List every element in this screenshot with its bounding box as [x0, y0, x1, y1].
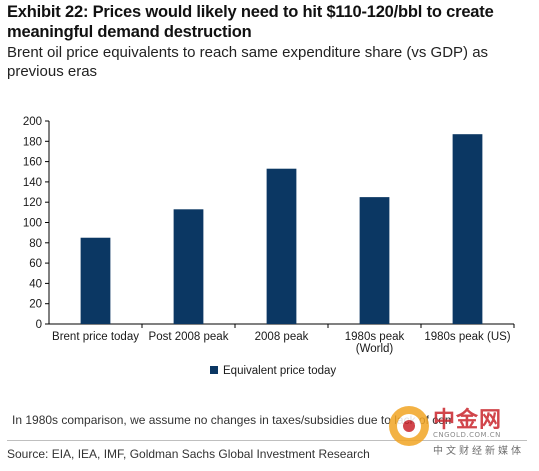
bar: [266, 168, 297, 324]
source-text: Source: EIA, IEA, IMF, Goldman Sachs Glo…: [7, 447, 370, 461]
bar: [359, 197, 390, 324]
y-tick-label: 0: [36, 319, 42, 331]
legend-swatch: [210, 366, 218, 374]
bar-chart: 0 20 40 60 80 100 120 140 160 180 200 Brent price t…: [23, 116, 515, 377]
y-tick-label: 200: [23, 116, 42, 128]
y-tick-label: 100: [23, 218, 42, 230]
y-tick-label: 160: [23, 157, 42, 169]
x-tick-label: Post 2008 peak: [149, 331, 229, 343]
bar: [80, 237, 111, 324]
x-tick-label: Brent price today: [52, 331, 139, 343]
y-tick-label: 20: [29, 299, 42, 311]
bar: [452, 134, 483, 324]
watermark-logo-icon: [389, 406, 429, 446]
y-tick-label: 40: [29, 278, 42, 290]
chart-subtitle: Brent oil price equivalents to reach sam…: [7, 44, 489, 80]
bar: [173, 209, 204, 324]
x-tick-label: 1980s peak (World): [345, 331, 405, 355]
y-tick-label: 60: [29, 258, 42, 270]
x-tick-label: 1980s peak (US): [424, 331, 510, 343]
watermark: 中金网 CNGOLD.COM.CN 中文财经新媒体: [385, 400, 535, 460]
source-divider: [7, 440, 527, 441]
x-tick-label: 2008 peak: [255, 331, 309, 343]
legend-label: Equivalent price today: [223, 365, 336, 377]
footnote: In 1980s comparison, we assume no change…: [12, 413, 452, 427]
chart-title: Exhibit 22: Prices would likely need to …: [7, 3, 494, 41]
y-tick-label: 120: [23, 197, 42, 209]
y-tick-label: 180: [23, 136, 42, 148]
watermark-tagline: 中文财经新媒体: [433, 446, 524, 457]
y-tick-label: 80: [29, 238, 42, 250]
watermark-url: CNGOLD.COM.CN: [433, 431, 501, 439]
y-tick-label: 140: [23, 177, 42, 189]
watermark-name: 中金网: [433, 408, 503, 433]
